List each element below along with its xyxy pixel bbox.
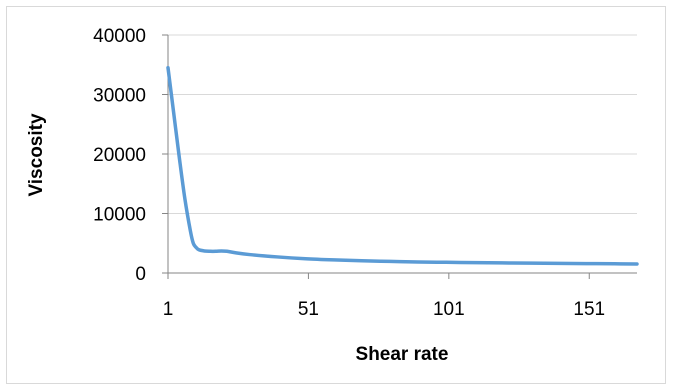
- series-group: [166, 65, 639, 266]
- x-axis-title: Shear rate: [356, 344, 449, 365]
- series-line-0: [166, 65, 639, 266]
- y-tick-label: 20000: [93, 145, 146, 166]
- y-tick-label: 40000: [93, 26, 146, 47]
- chart-frame: [6, 6, 666, 384]
- gridlines: [168, 34, 637, 214]
- y-tick-label: 0: [135, 264, 146, 285]
- x-tick-label: 101: [433, 299, 465, 320]
- y-tick-label: 30000: [93, 86, 146, 107]
- x-tick-label: 151: [573, 299, 605, 320]
- y-axis-title: Viscosity: [26, 113, 47, 197]
- y-tick-label: 10000: [93, 205, 146, 226]
- y-axis-ticks: 0 10000 20000 30000 40000: [93, 26, 168, 285]
- x-tick-label: 51: [298, 299, 319, 320]
- x-tick-label: 1: [163, 299, 174, 320]
- x-axis-ticks: 1 51 101 151: [163, 273, 605, 320]
